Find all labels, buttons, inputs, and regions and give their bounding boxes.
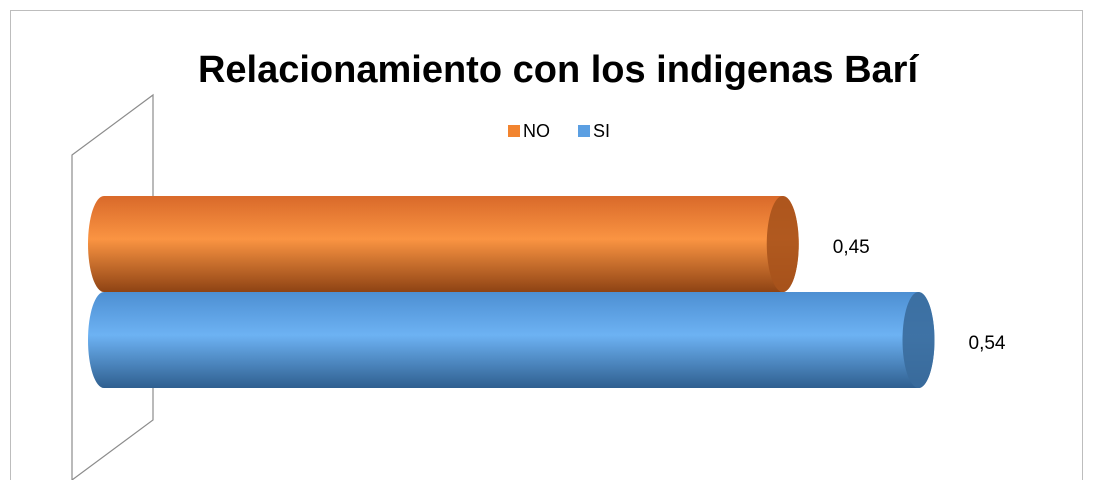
legend-label: NO — [523, 121, 550, 141]
bar — [88, 292, 935, 388]
legend-swatch — [578, 125, 590, 137]
bar-cap — [766, 196, 799, 292]
back-wall — [71, 93, 154, 480]
value-label: 0,54 — [969, 333, 1006, 354]
bar — [88, 196, 799, 292]
legend-swatch — [508, 125, 520, 137]
chart-title: Relacionamiento con los indigenas Barí — [198, 49, 919, 91]
value-label: 0,45 — [833, 237, 870, 258]
bar-cap — [902, 292, 935, 388]
legend-label: SI — [593, 121, 610, 141]
